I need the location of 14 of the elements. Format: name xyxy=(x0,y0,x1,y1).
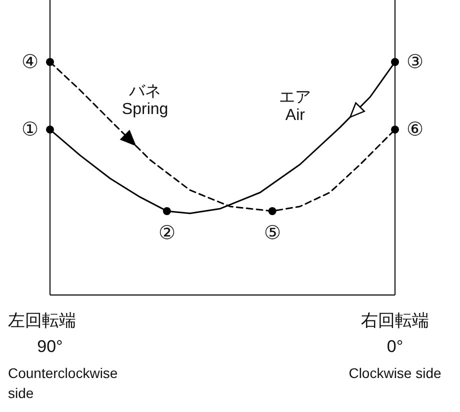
series-label: バネ Spring xyxy=(122,83,168,118)
annotation: ⑥ xyxy=(406,120,424,141)
annotation: ③ xyxy=(406,52,424,73)
text: 右回転端 xyxy=(361,311,429,330)
x-tick-label: 0° xyxy=(386,337,404,356)
annotation: ⑤ xyxy=(264,223,281,244)
text: Clockwise side xyxy=(348,365,442,381)
series-label: エア Air xyxy=(279,89,312,124)
x-tick-label: 90° xyxy=(37,337,63,356)
text: Counterclockwise side xyxy=(8,365,118,401)
text: 左回転端 xyxy=(8,311,76,330)
annotation: ① xyxy=(22,120,38,141)
annotation: ② xyxy=(158,223,176,244)
annotation: ④ xyxy=(22,52,38,73)
